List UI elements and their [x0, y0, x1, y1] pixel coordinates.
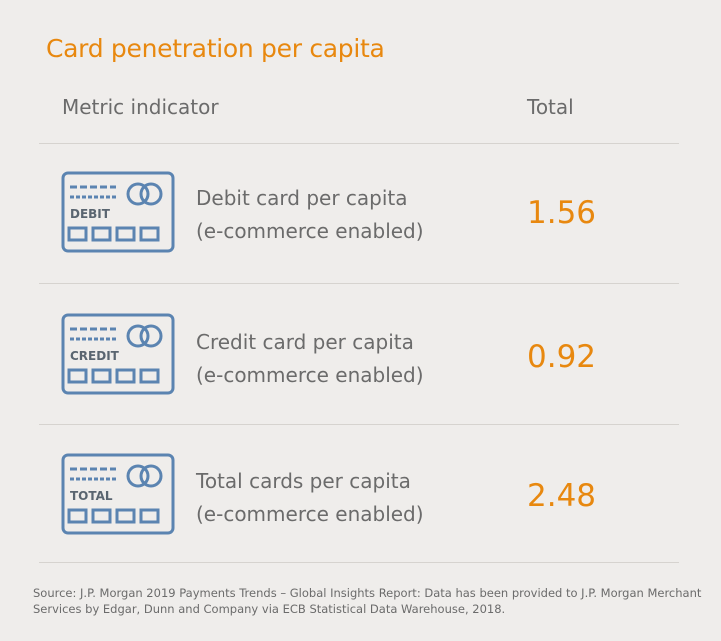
card-number-box: [67, 226, 88, 242]
column-header-total: Total: [527, 95, 574, 119]
row-label-line2: (e-commerce enabled): [196, 502, 424, 526]
divider: [39, 143, 679, 144]
card-outline: [61, 453, 175, 535]
card-number-box: [139, 508, 160, 524]
divider: [39, 424, 679, 425]
row-label-line1: Debit card per capita: [196, 186, 408, 210]
chart-title: Card penetration per capita: [46, 34, 385, 63]
card-type-label: DEBIT: [70, 207, 111, 221]
card-outline: [61, 313, 175, 395]
row-label-line1: Credit card per capita: [196, 330, 414, 354]
card-outline: [61, 171, 175, 253]
credit-card-icon: CREDIT: [61, 313, 175, 395]
row-label-line2: (e-commerce enabled): [196, 363, 424, 387]
card-number-box: [91, 226, 112, 242]
card-number-box: [91, 368, 112, 384]
card-number-box: [67, 508, 88, 524]
debit-card-icon: DEBIT: [61, 171, 175, 253]
card-logo-circle: [139, 464, 163, 488]
row-value: 2.48: [527, 478, 597, 514]
divider: [39, 562, 679, 563]
table-row: TOTAL Total cards per capita (e-commerce…: [39, 425, 679, 565]
card-type-label: CREDIT: [70, 349, 120, 363]
card-number-box: [115, 368, 136, 384]
card-number-box: [139, 226, 160, 242]
column-header-metric: Metric indicator: [62, 95, 219, 119]
row-label: Credit card per capita (e-commerce enabl…: [196, 326, 496, 392]
card-logo-circle: [139, 182, 163, 206]
row-value: 0.92: [527, 339, 597, 375]
row-value: 1.56: [527, 195, 597, 231]
row-label-line2: (e-commerce enabled): [196, 219, 424, 243]
card-number-box: [139, 368, 160, 384]
card-number-box: [91, 508, 112, 524]
card-number-box: [67, 368, 88, 384]
divider: [39, 283, 679, 284]
card-logo-circle: [126, 464, 150, 488]
card-type-label: TOTAL: [70, 489, 113, 503]
card-logo-circle: [126, 182, 150, 206]
table-row: DEBIT Debit card per capita (e-commerce …: [39, 144, 679, 284]
row-label: Total cards per capita (e-commerce enabl…: [196, 465, 496, 531]
card-number-box: [115, 508, 136, 524]
card-number-box: [115, 226, 136, 242]
card-logo-circle: [126, 324, 150, 348]
table-row: CREDIT Credit card per capita (e-commerc…: [39, 284, 679, 424]
row-label-line1: Total cards per capita: [196, 469, 411, 493]
card-logo-circle: [139, 324, 163, 348]
source-note: Source: J.P. Morgan 2019 Payments Trends…: [33, 586, 702, 616]
row-label: Debit card per capita (e-commerce enable…: [196, 182, 496, 248]
total-card-icon: TOTAL: [61, 453, 175, 535]
